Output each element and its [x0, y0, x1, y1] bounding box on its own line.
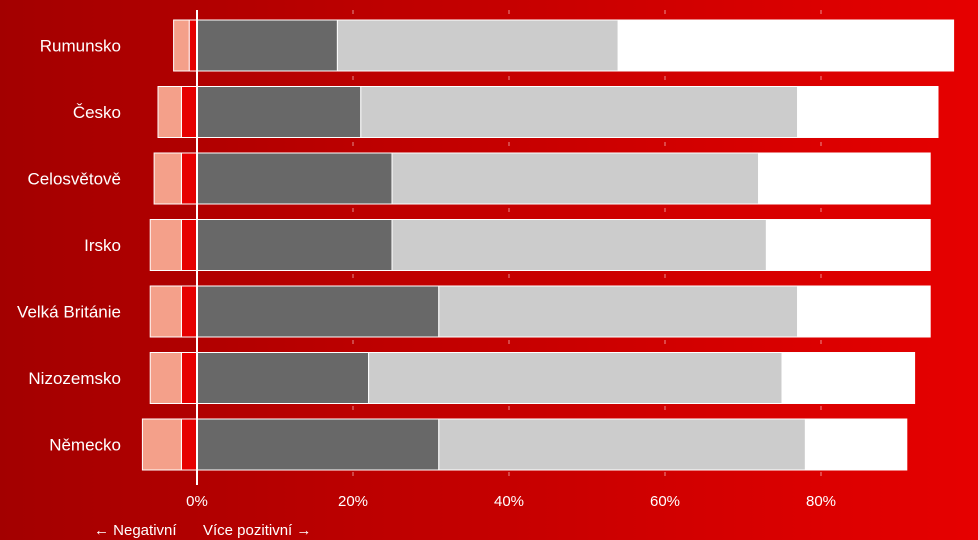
bar-negative-2-0: [173, 19, 190, 72]
category-label-0: Rumunsko: [40, 37, 121, 56]
bar-positive-2-2: [391, 152, 760, 205]
bar-negative-2-2: [153, 152, 182, 205]
bar-positive-2-4: [438, 285, 799, 338]
x-tick-label-20: 20%: [338, 493, 368, 510]
bar-positive-1-1: [196, 86, 362, 138]
bar-negative-2-3: [149, 219, 182, 271]
positive-direction-label: Více pozitivní →: [203, 522, 311, 539]
bars: [141, 19, 955, 471]
bar-positive-2-6: [438, 418, 806, 471]
category-label-4: Velká Británie: [17, 303, 121, 322]
bar-positive-3-5: [781, 352, 916, 404]
bar-positive-1-5: [196, 352, 370, 404]
bar-negative-2-5: [149, 352, 182, 404]
bar-negative-2-4: [149, 285, 182, 338]
category-labels: Rumunsko Česko Celosvětově Irsko Velká Britá…: [17, 37, 121, 455]
bar-positive-3-4: [797, 285, 931, 338]
bar-positive-3-6: [804, 418, 908, 471]
bar-negative-1-3: [180, 219, 198, 271]
category-label-6: Německo: [49, 436, 121, 455]
bar-negative-1-4: [180, 285, 198, 338]
bar-positive-1-4: [196, 285, 440, 338]
bar-positive-3-2: [758, 152, 931, 205]
bar-positive-3-1: [797, 86, 939, 138]
x-axis-tick-labels: 0% 20% 40% 60% 80%: [186, 493, 836, 510]
bar-positive-2-5: [368, 352, 783, 404]
bar-positive-2-1: [360, 86, 799, 138]
bar-positive-3-0: [617, 19, 955, 72]
bar-negative-1-5: [180, 352, 198, 404]
bar-positive-3-3: [765, 219, 931, 271]
bar-negative-1-6: [180, 418, 198, 471]
bar-positive-2-0: [336, 19, 619, 72]
bar-positive-1-2: [196, 152, 393, 205]
bar-positive-2-3: [391, 219, 767, 271]
x-tick-label-0: 0%: [186, 493, 208, 510]
bar-positive-1-3: [196, 219, 393, 271]
negative-direction-label: ← Negativní: [94, 522, 177, 539]
category-label-3: Irsko: [84, 236, 121, 255]
x-tick-label-40: 40%: [494, 493, 524, 510]
bar-negative-1-2: [180, 152, 198, 205]
bar-negative-1-0: [188, 19, 198, 72]
x-tick-label-60: 60%: [650, 493, 680, 510]
bar-negative-2-6: [141, 418, 182, 471]
x-tick-label-80: 80%: [806, 493, 836, 510]
bar-positive-1-6: [196, 418, 440, 471]
bar-negative-1-1: [180, 86, 198, 138]
bar-negative-2-1: [157, 86, 182, 138]
bar-positive-1-0: [196, 19, 338, 72]
category-label-5: Nizozemsko: [28, 369, 121, 388]
category-label-2: Celosvětově: [27, 170, 121, 189]
category-label-1: Česko: [73, 103, 121, 122]
